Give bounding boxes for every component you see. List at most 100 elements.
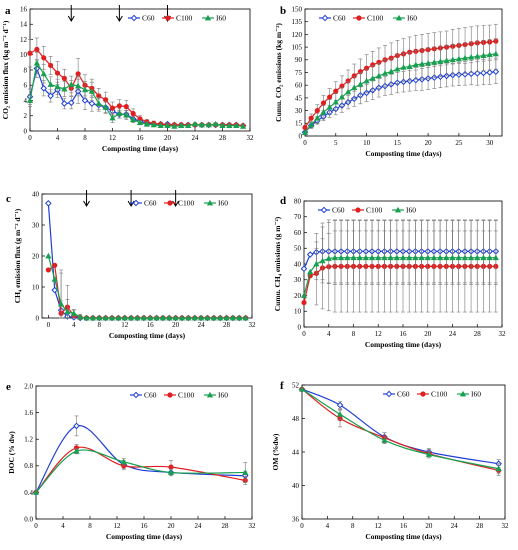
panel-c-series-i60-point <box>159 314 167 321</box>
panel-c-series-c60-point <box>51 286 59 294</box>
panel-a-series-i60-point <box>88 88 95 94</box>
panel-a-y-tick-label: 4 <box>24 97 28 105</box>
panel-a-series-i60-point <box>75 82 82 89</box>
panel-b-series-i60-point <box>375 72 382 79</box>
panel-a-series-i60-point <box>40 70 47 77</box>
panel-c-legend-item-c100: C100 <box>164 199 195 208</box>
panel-d-series-i60-point <box>319 257 326 264</box>
panel-a-series-c100-point <box>61 75 67 81</box>
panel-c-series-i60-point <box>89 314 97 321</box>
panel-f-series-c60 <box>298 385 502 469</box>
panel-b-series-i60-point <box>320 109 327 115</box>
panel-e-y-tick-label: 0.0 <box>24 515 33 523</box>
panel-d-series-i60-point <box>307 268 314 275</box>
panel-c-legend-label-i60: I60 <box>218 199 228 208</box>
panel-b-legend: C60 C100 I60 <box>319 14 417 23</box>
panel-a-x-axis-title: Composting time (days) <box>102 144 179 153</box>
panel-b-series-i60-point <box>326 103 333 110</box>
panel-e-x-tick-label: 4 <box>61 522 65 530</box>
panel-a-series-i60-point <box>164 122 171 129</box>
panel-e-series-i60-point <box>120 458 127 465</box>
panel-f-legend-item-c60: C60 <box>383 390 410 399</box>
panel-c-series-i60-point <box>77 313 84 320</box>
panel-a-series-i60-point <box>219 122 226 129</box>
panel-c-y-tick-label: 0 <box>36 314 40 322</box>
panel-c-series-i60-point <box>96 314 103 321</box>
panel-d-series-c100-line <box>303 265 496 303</box>
panel-d-series-i60-point <box>424 254 431 261</box>
panel-e-legend-item-i60: I60 <box>204 391 228 400</box>
panel-e-legend: C60 C100 I60 <box>130 391 228 400</box>
panel-c-series-c60 <box>45 199 249 322</box>
panel-b-series-i60-point <box>357 81 364 87</box>
panel-f-series-i60-point <box>495 465 502 472</box>
panel-b-x-tick-label: 20 <box>425 139 433 147</box>
panel-f-label: f <box>280 380 284 392</box>
panel-a-series-i60-point <box>95 100 102 106</box>
panel-f-legend-label-i60: I60 <box>471 390 481 399</box>
panel-e-legend-label-c100: C100 <box>178 391 195 400</box>
panel-b-series-i60-point <box>437 58 444 64</box>
panel-d-series-c100 <box>301 220 499 313</box>
panel-d-y-tick-label: 70 <box>294 213 302 221</box>
panel-b-series-i60-point <box>332 98 339 105</box>
panel-d-y-tick-label: 20 <box>294 292 302 300</box>
panel-b-y-tick-label: 75 <box>295 69 303 77</box>
panel-b-label: b <box>280 5 286 17</box>
panel-d-series-c60-point <box>300 265 308 273</box>
panel-b-legend-label-c100: C100 <box>367 14 384 23</box>
panel-e-y-tick-label: 1.6 <box>24 409 33 417</box>
panel-d-legend-marker-c100 <box>355 207 361 213</box>
panel-a-series-c100-point <box>27 50 33 56</box>
panel-f-legend-marker-i60 <box>459 390 467 397</box>
panel-f-y-tick-label: 52 <box>292 381 300 389</box>
panel-f-x-tick-label: 24 <box>451 522 459 530</box>
panel-a-series-i60-point <box>157 122 164 129</box>
panel-d-legend-item-i60: I60 <box>392 206 416 215</box>
panel-a-x-tick-label: 32 <box>247 134 255 142</box>
panel-a-event-arrow <box>115 5 123 22</box>
panel-c-event-arrow <box>127 190 135 207</box>
panel-e-series-i60 <box>32 447 249 495</box>
panel-d-series-i60-point <box>461 254 468 261</box>
panel-c-series-i60-point <box>210 314 217 321</box>
panel-d-series-i60-point <box>331 254 339 261</box>
panel-f-x-tick-label: 20 <box>425 522 433 530</box>
panel-a-series-i60-point <box>61 85 68 92</box>
panel-b-x-tick-label: 0 <box>303 139 307 147</box>
panel-c-series-i60-point <box>57 300 65 307</box>
panel-a: a0 4 8 12 16 20 24 28 320246810121416Composting … <box>1 5 254 153</box>
panel-d-y-tick-label: 10 <box>294 308 302 316</box>
panel-b-series-c100-point <box>308 115 314 121</box>
panel-d-series-i60-point <box>313 260 320 267</box>
panel-c-series-c100-line <box>48 264 246 319</box>
panel-c-series-i60-error-bar <box>59 272 64 319</box>
panel-e-series-i60-point <box>242 469 249 475</box>
panel-b-series-i60-point <box>412 61 419 68</box>
panel-b-series-i60-point <box>351 84 358 91</box>
panel-f-x-tick-label: 0 <box>300 522 304 530</box>
panel-a-series-i60-point <box>116 110 123 116</box>
panel-f-y-tick-label: 40 <box>292 482 300 490</box>
panel-a-series-i60-point <box>226 122 233 129</box>
panel-c-series-i60-point <box>166 314 173 321</box>
panel-c-series-i60-point <box>197 314 205 321</box>
panel-e-y-axis-title: DOC (% dw) <box>7 431 16 474</box>
panel-f-series-i60 <box>298 385 502 475</box>
panel-f-series-i60-point <box>336 411 344 417</box>
panel-d-series-i60-point <box>368 254 376 261</box>
panel-b-series-c60-point <box>492 68 500 75</box>
panel-c-series-i60-point <box>51 276 58 282</box>
panel-c-y-tick-label: 30 <box>32 221 40 229</box>
panel-a-series-c60-point <box>67 99 75 107</box>
panel-b-series-c60-line <box>304 71 496 133</box>
panel-c-series-i60-point <box>153 314 160 321</box>
panel-c-series-i60-point <box>217 314 224 321</box>
panel-d-series-i60-point <box>381 254 388 261</box>
panel-c-series-i60-point <box>223 314 230 321</box>
panel-d-y-tick-label: 30 <box>294 276 302 284</box>
panel-c-series-i60-line <box>47 255 246 319</box>
panel-a-x-tick-label: 12 <box>109 134 117 142</box>
panel-c-legend-marker-i60 <box>206 199 214 206</box>
panel-f-x-tick-label: 12 <box>375 522 383 530</box>
